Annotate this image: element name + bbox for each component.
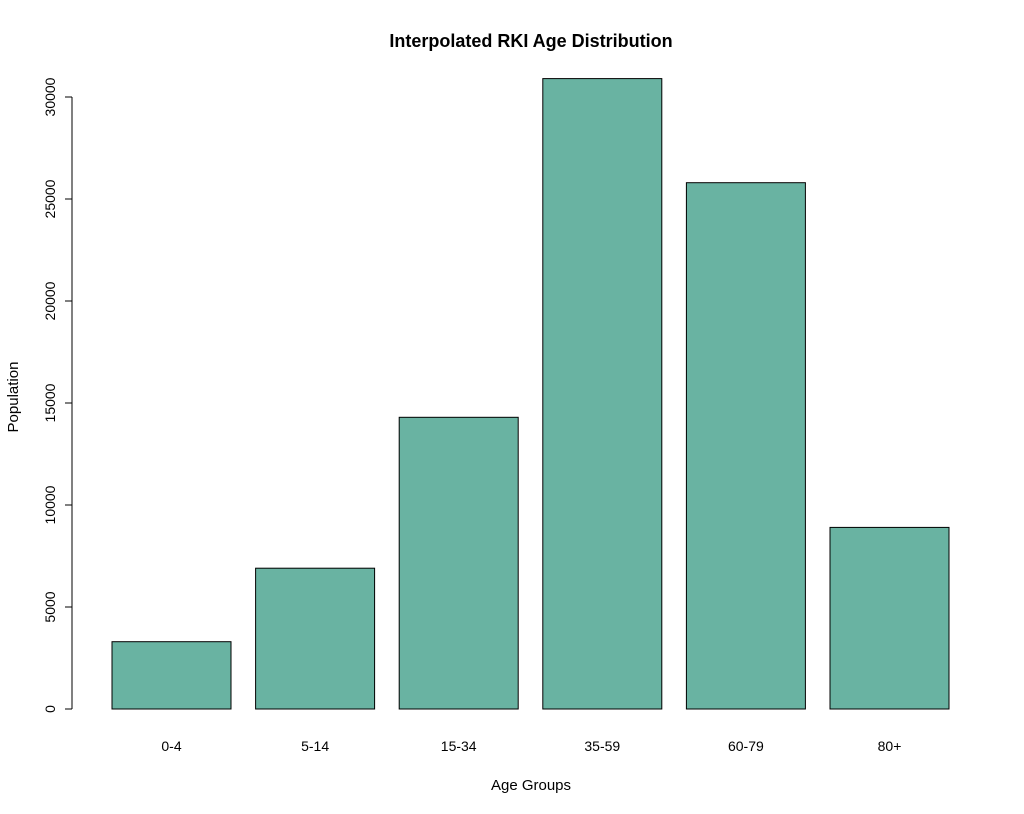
y-tick-label: 15000 <box>42 383 58 422</box>
y-tick-label: 20000 <box>42 281 58 320</box>
y-tick-label: 25000 <box>42 179 58 218</box>
chart-title: Interpolated RKI Age Distribution <box>389 31 672 51</box>
x-tick-label: 5-14 <box>301 738 329 754</box>
x-tick-labels: 0-4 5-14 15-34 35-59 60-79 80+ <box>161 738 901 754</box>
bar-0-4 <box>111 641 232 710</box>
y-axis-label: Population <box>5 362 22 433</box>
x-tick-label: 60-79 <box>728 738 764 754</box>
y-tick-label: 5000 <box>42 591 58 622</box>
y-tick-label: 30000 <box>42 77 58 116</box>
bar-5-14 <box>255 567 376 710</box>
bar-35-59 <box>542 78 663 710</box>
bars-group <box>111 78 950 710</box>
x-tick-label: 15-34 <box>441 738 477 754</box>
x-tick-label: 35-59 <box>584 738 620 754</box>
bar-15-34 <box>398 416 519 710</box>
y-axis: 0 5000 10000 15000 20000 25000 30000 <box>42 77 73 713</box>
x-tick-label: 0-4 <box>161 738 181 754</box>
y-tick-label: 10000 <box>42 485 58 524</box>
bar-80+ <box>829 526 950 710</box>
x-axis-label: Age Groups <box>491 777 571 794</box>
y-tick-label: 0 <box>42 705 58 713</box>
bar-60-79 <box>685 182 806 710</box>
x-tick-label: 80+ <box>878 738 902 754</box>
